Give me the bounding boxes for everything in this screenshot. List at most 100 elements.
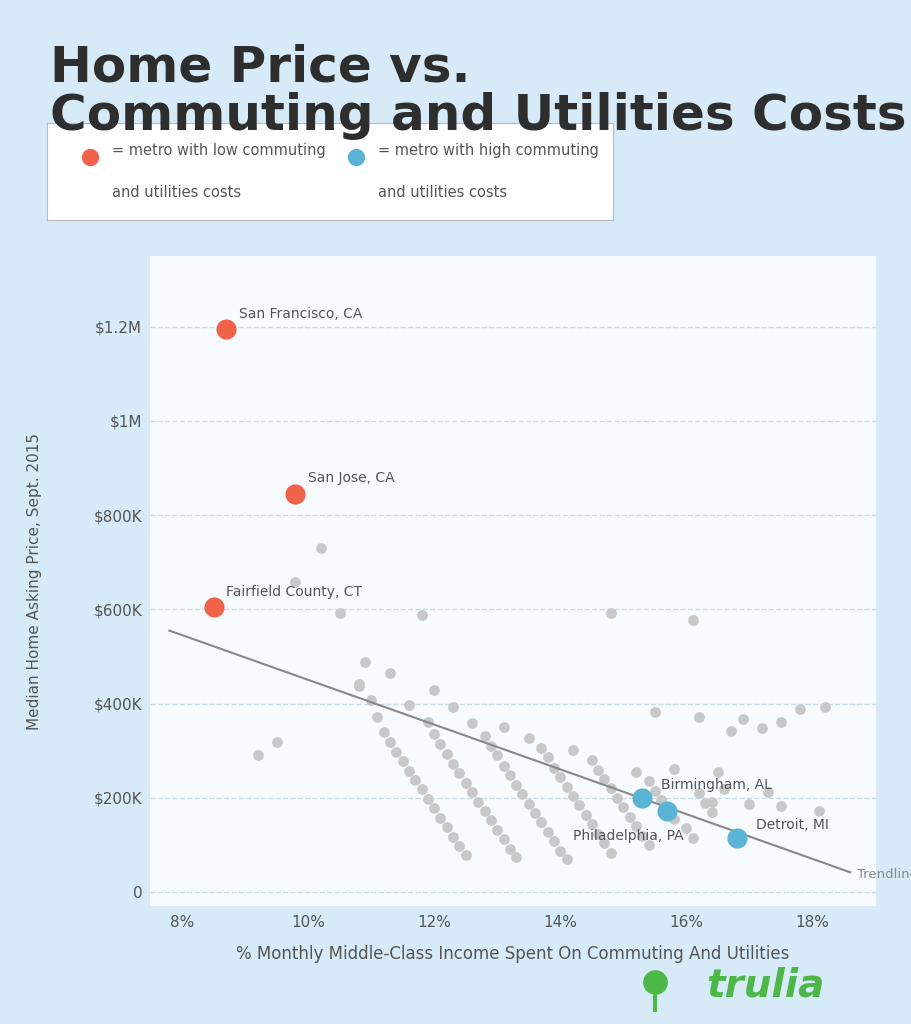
Point bbox=[552, 843, 567, 859]
Point bbox=[540, 823, 555, 840]
Text: San Jose, CA: San Jose, CA bbox=[308, 471, 394, 485]
Point bbox=[666, 761, 681, 777]
Text: San Francisco, CA: San Francisco, CA bbox=[239, 306, 362, 321]
Point bbox=[628, 818, 642, 835]
Point bbox=[470, 794, 485, 810]
Point bbox=[206, 599, 220, 615]
Point bbox=[760, 784, 774, 801]
Point bbox=[584, 816, 599, 833]
Text: = metro with low commuting: = metro with low commuting bbox=[112, 142, 326, 158]
Point bbox=[647, 974, 661, 990]
Point bbox=[634, 827, 649, 844]
Point bbox=[685, 829, 700, 846]
Point bbox=[773, 714, 787, 730]
Point bbox=[420, 714, 435, 730]
Point bbox=[691, 709, 705, 725]
Point bbox=[597, 771, 611, 787]
Point bbox=[634, 790, 649, 806]
Text: = metro with high commuting: = metro with high commuting bbox=[378, 142, 599, 158]
Point bbox=[521, 729, 536, 745]
Point bbox=[414, 607, 428, 624]
Text: Detroit, MI: Detroit, MI bbox=[755, 818, 828, 833]
Point bbox=[540, 750, 555, 766]
Point bbox=[251, 746, 265, 763]
Point bbox=[558, 851, 573, 867]
Point bbox=[458, 774, 473, 791]
Point bbox=[546, 760, 560, 776]
Point bbox=[603, 605, 618, 622]
Point bbox=[603, 780, 618, 797]
Point bbox=[621, 809, 636, 825]
Point bbox=[515, 785, 529, 802]
Point bbox=[729, 829, 743, 846]
Point bbox=[420, 791, 435, 807]
Point bbox=[363, 691, 378, 708]
Point bbox=[376, 724, 391, 740]
Point bbox=[792, 701, 806, 718]
Point bbox=[640, 773, 655, 790]
Point bbox=[445, 699, 460, 716]
Point bbox=[389, 743, 404, 760]
Point bbox=[383, 665, 397, 681]
Point bbox=[742, 797, 756, 813]
Point bbox=[703, 794, 718, 810]
Point bbox=[666, 811, 681, 827]
Point bbox=[817, 699, 832, 716]
Point bbox=[716, 781, 731, 798]
Text: Home Price vs.: Home Price vs. bbox=[50, 43, 470, 91]
Point bbox=[697, 795, 711, 811]
Point bbox=[401, 762, 415, 778]
Point bbox=[458, 847, 473, 863]
Text: Trendline: Trendline bbox=[855, 867, 911, 881]
Text: trulia: trulia bbox=[706, 966, 824, 1005]
Point bbox=[565, 741, 579, 758]
Point bbox=[426, 726, 441, 742]
Point bbox=[754, 720, 769, 736]
Point bbox=[383, 734, 397, 751]
Point bbox=[527, 805, 542, 821]
Point bbox=[811, 803, 825, 819]
Point bbox=[590, 762, 605, 778]
Point bbox=[647, 782, 661, 799]
Point bbox=[483, 738, 497, 755]
Point bbox=[609, 790, 624, 806]
Text: Commuting and Utilities Costs: Commuting and Utilities Costs bbox=[50, 92, 906, 140]
Point bbox=[82, 148, 97, 165]
Point bbox=[426, 800, 441, 816]
Point bbox=[476, 803, 491, 819]
Point bbox=[465, 715, 479, 731]
Point bbox=[348, 148, 363, 165]
Point bbox=[660, 802, 674, 818]
Point bbox=[489, 748, 504, 764]
Point bbox=[685, 611, 700, 628]
Text: and utilities costs: and utilities costs bbox=[112, 185, 241, 201]
Point bbox=[653, 792, 668, 808]
Text: Birmingham, AL: Birmingham, AL bbox=[660, 778, 772, 793]
Point bbox=[351, 678, 365, 694]
Point bbox=[483, 812, 497, 828]
Point bbox=[508, 849, 523, 865]
Point bbox=[571, 798, 586, 814]
Point bbox=[465, 784, 479, 801]
Point bbox=[558, 778, 573, 795]
Point bbox=[679, 820, 693, 837]
Point bbox=[508, 776, 523, 793]
Point bbox=[426, 682, 441, 698]
Text: and utilities costs: and utilities costs bbox=[378, 185, 507, 201]
Point bbox=[433, 736, 447, 753]
Point bbox=[578, 807, 592, 823]
Point bbox=[565, 787, 579, 804]
Point bbox=[496, 831, 510, 848]
Point bbox=[439, 745, 454, 762]
Point bbox=[710, 764, 724, 780]
Point bbox=[703, 804, 718, 820]
Point bbox=[521, 796, 536, 812]
Point bbox=[597, 835, 611, 851]
Point bbox=[502, 767, 517, 783]
Point bbox=[395, 753, 410, 769]
Point bbox=[351, 676, 365, 692]
Text: Median Home Asking Price, Sept. 2015: Median Home Asking Price, Sept. 2015 bbox=[27, 433, 42, 730]
Text: % Monthly Middle-Class Income Spent On Commuting And Utilities: % Monthly Middle-Class Income Spent On C… bbox=[236, 945, 788, 964]
Point bbox=[407, 772, 422, 788]
Point bbox=[773, 798, 787, 814]
